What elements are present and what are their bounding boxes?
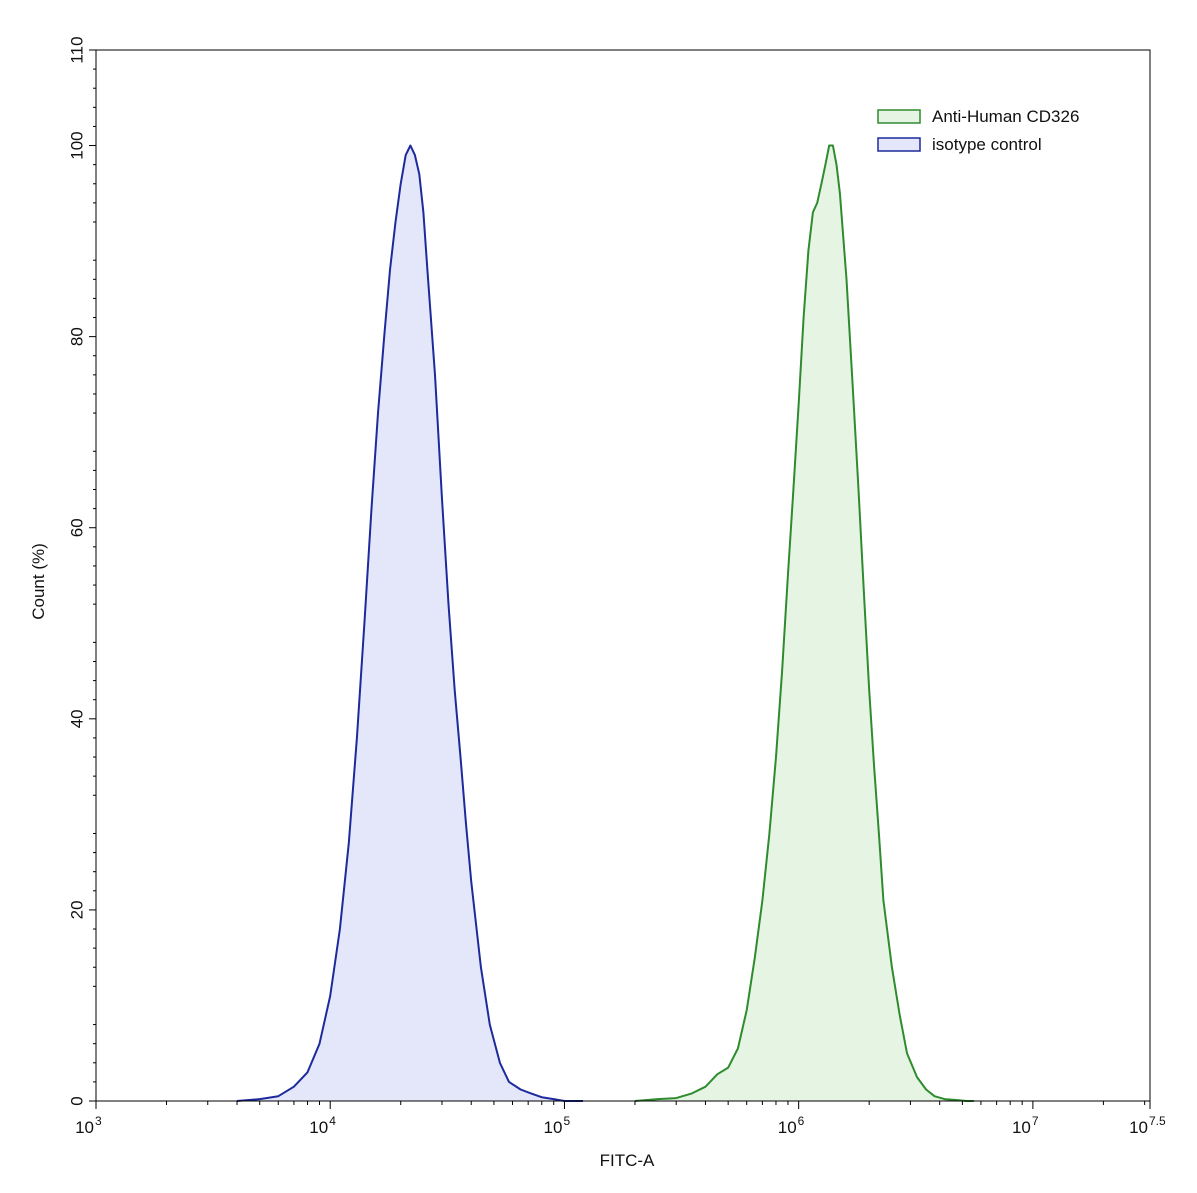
x-tick-label: 10 <box>544 1118 563 1137</box>
x-tick-label: 10 <box>778 1118 797 1137</box>
x-tick-label: 10 <box>1012 1118 1031 1137</box>
y-tick-label: 20 <box>67 900 86 919</box>
x-tick-exponent: 7.5 <box>1149 1114 1166 1128</box>
x-tick-label: 10 <box>75 1118 94 1137</box>
y-tick-label: 100 <box>67 131 86 159</box>
legend-label-1: isotype control <box>932 135 1042 154</box>
x-axis-title: FITC-A <box>600 1151 655 1170</box>
series-area-0 <box>635 145 974 1101</box>
x-tick-exponent: 5 <box>563 1114 570 1128</box>
y-tick-label: 40 <box>67 709 86 728</box>
x-tick-exponent: 7 <box>1032 1114 1039 1128</box>
legend-label-0: Anti-Human CD326 <box>932 107 1079 126</box>
series-line-0 <box>634 144 974 1102</box>
x-tick-label: 10 <box>1129 1118 1148 1137</box>
y-tick-label: 110 <box>67 36 86 63</box>
legend-swatch-1 <box>877 137 921 152</box>
legend: Anti-Human CD326 isotype control <box>877 107 1079 154</box>
y-tick-label: 0 <box>67 1096 86 1105</box>
x-tick-label: 10 <box>309 1118 328 1137</box>
series-layer <box>236 144 974 1102</box>
y-tick-label: 80 <box>67 327 86 346</box>
x-tick-exponent: 4 <box>329 1114 336 1128</box>
plot-area-frame <box>95 49 1151 1102</box>
legend-swatch-0 <box>877 109 921 124</box>
series-line-1 <box>236 144 583 1102</box>
x-tick-exponent: 6 <box>798 1114 805 1128</box>
x-tick-exponent: 3 <box>95 1114 102 1128</box>
y-tick-label: 60 <box>67 518 86 537</box>
series-area-1 <box>237 145 583 1101</box>
y-axis-title: Count (%) <box>29 543 48 620</box>
